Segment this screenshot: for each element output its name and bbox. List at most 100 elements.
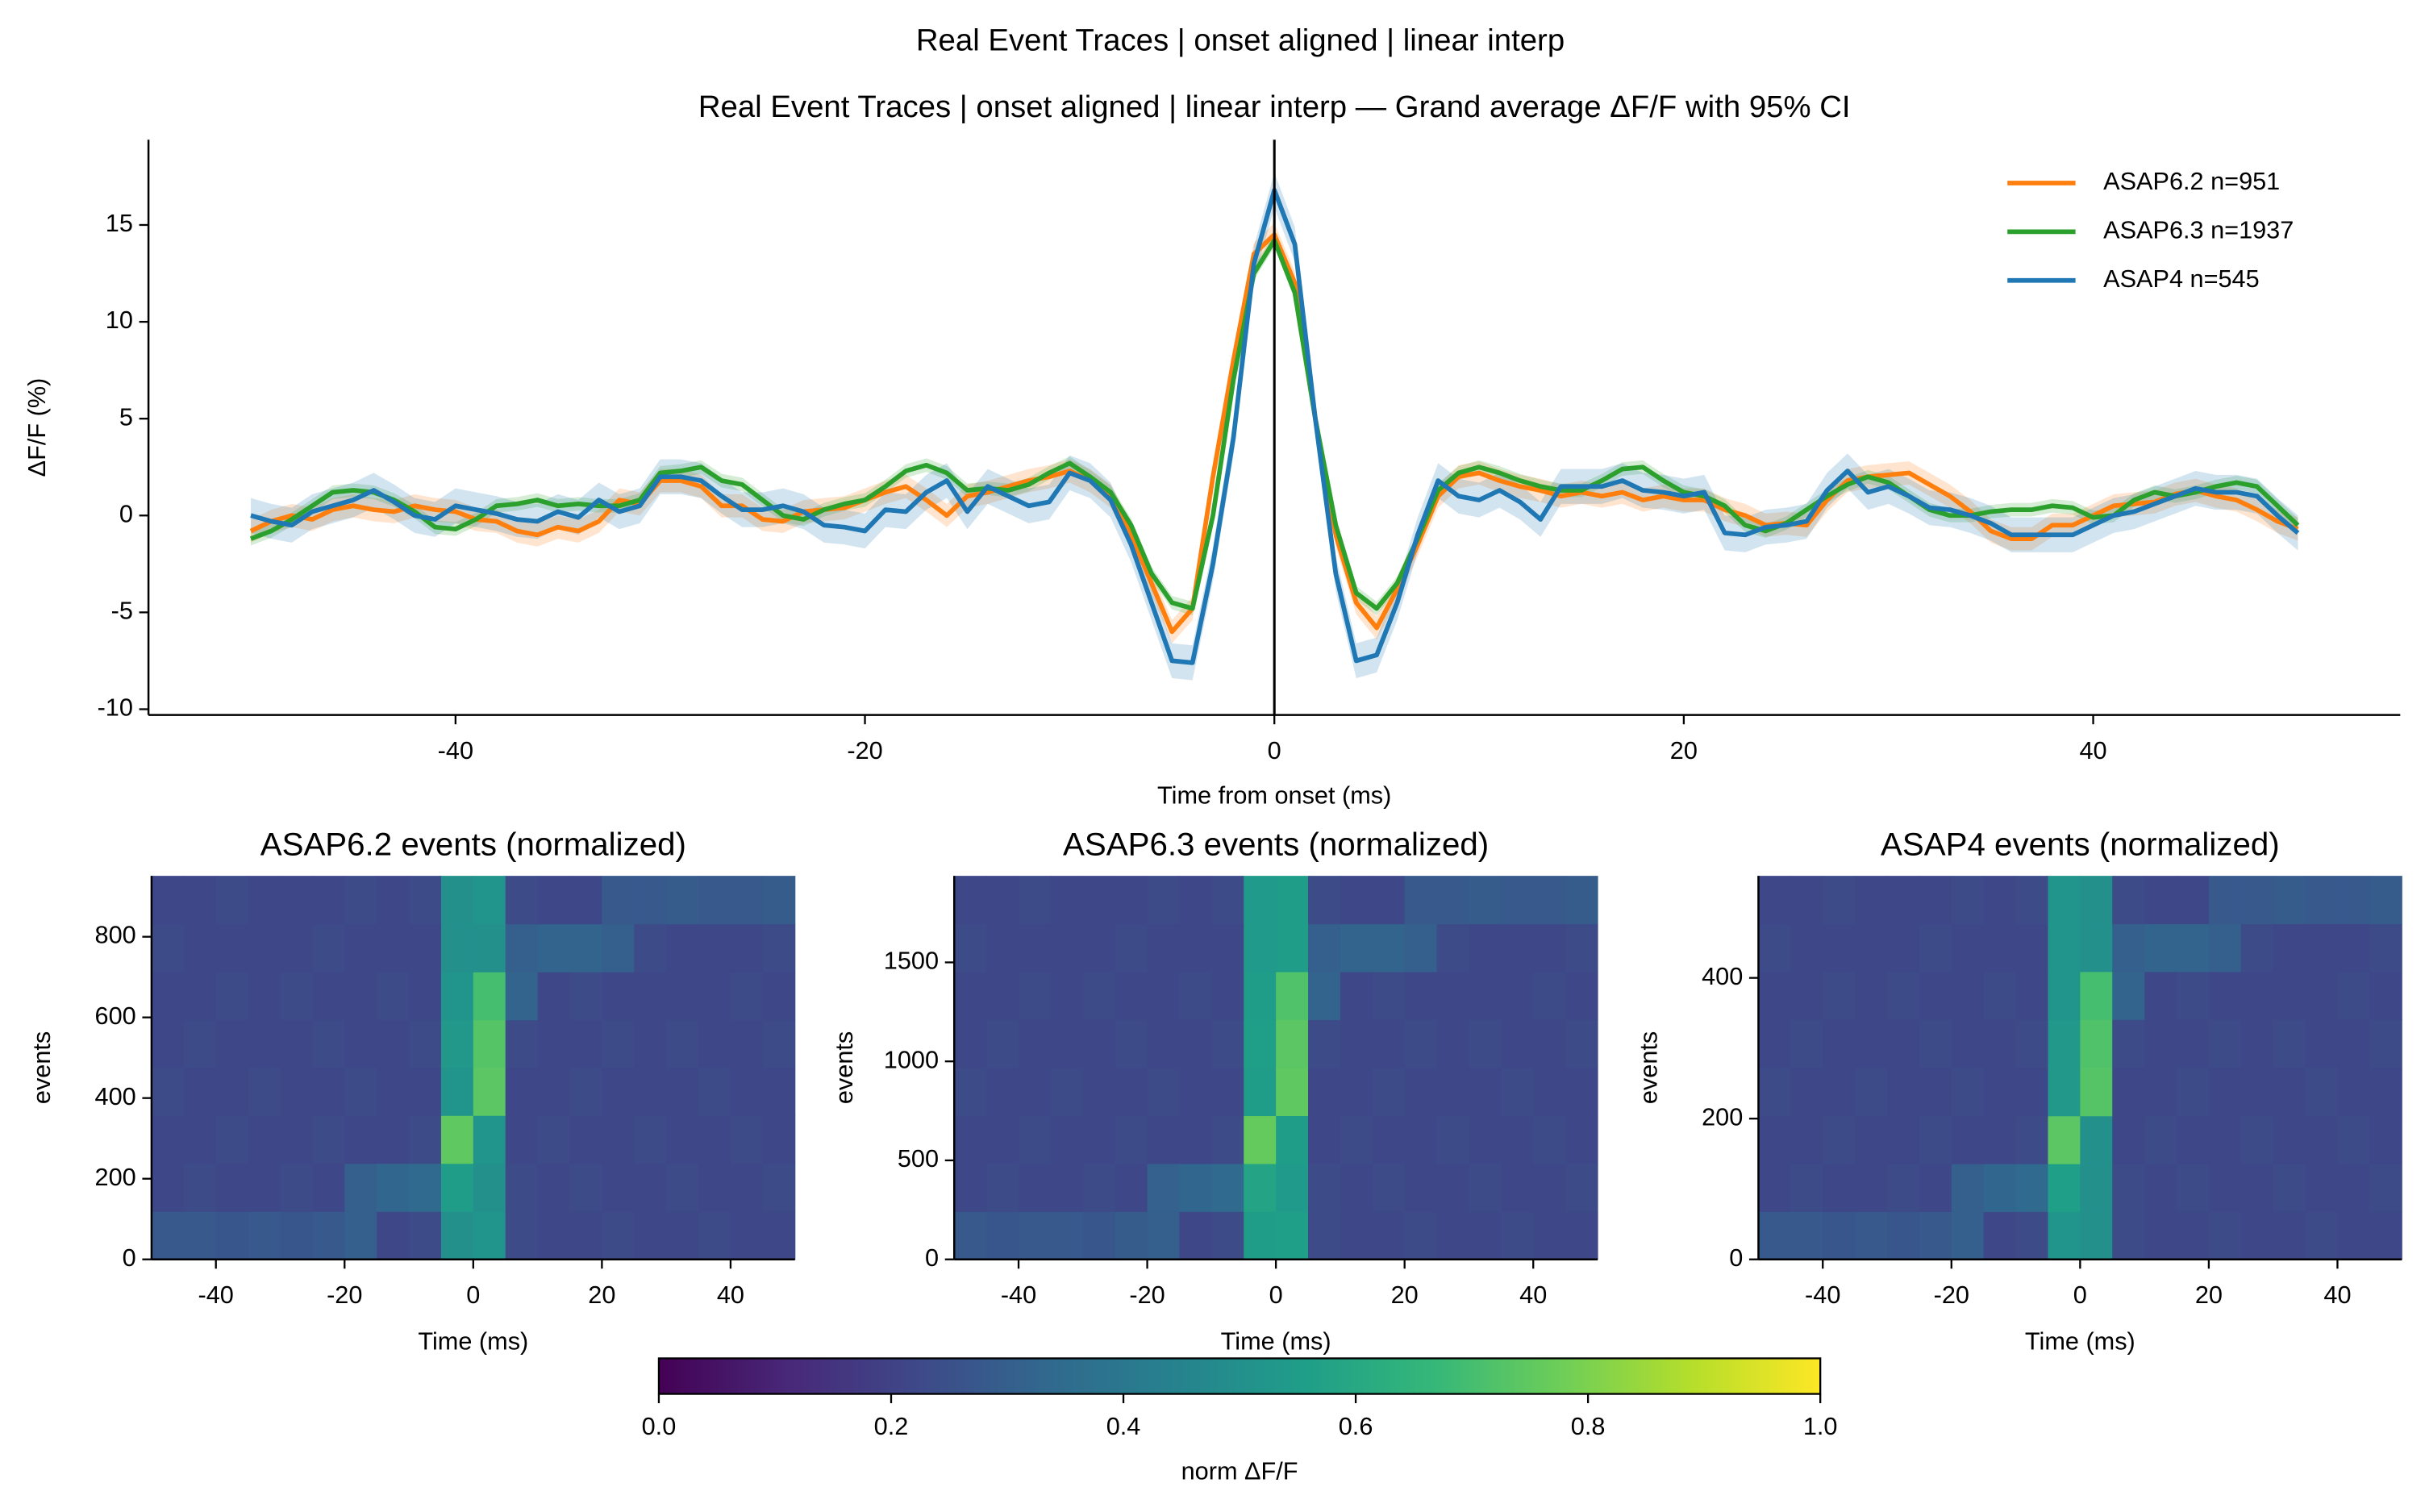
heatmap-cell bbox=[2369, 1115, 2402, 1164]
heatmap-cell bbox=[634, 1019, 667, 1068]
heatmap-cell bbox=[1823, 1019, 1856, 1068]
heatmap-cell bbox=[569, 1163, 602, 1212]
heatmap-cell bbox=[762, 1211, 796, 1260]
heatmap-cell bbox=[344, 876, 377, 925]
heatmap-cell bbox=[1179, 1068, 1212, 1117]
heatmap-cell bbox=[2177, 1019, 2210, 1068]
heatmap-cell bbox=[2369, 876, 2402, 925]
heatmap-cell bbox=[1887, 971, 1920, 1020]
heatmap-cell bbox=[1308, 923, 1341, 973]
heatmap-cell bbox=[1469, 1211, 1502, 1260]
heatmap-cell bbox=[1372, 1115, 1406, 1164]
heatmap-cell bbox=[1919, 1067, 1952, 1117]
heatmap-cell bbox=[1050, 971, 1084, 1020]
heatmap-cell bbox=[1823, 876, 1856, 925]
heatmap-cell bbox=[666, 1211, 699, 1260]
heatmap-cell bbox=[1115, 1163, 1148, 1212]
heatmap-cell bbox=[1983, 1211, 2017, 1260]
heatmap-cell bbox=[730, 1115, 764, 1164]
heatmap-cell bbox=[1244, 1019, 1277, 1068]
heatmap-cell bbox=[1308, 1211, 1341, 1260]
heatmap-cell bbox=[312, 1211, 345, 1260]
heatmap-cell bbox=[2177, 971, 2210, 1020]
heatmap-cell bbox=[183, 1211, 217, 1260]
y-tick-label: 800 bbox=[95, 921, 136, 949]
heatmap-cell bbox=[1019, 923, 1052, 973]
heatmap-cell bbox=[1082, 923, 1116, 973]
heatmap-cell bbox=[215, 972, 249, 1021]
heatmap-cell bbox=[954, 971, 987, 1020]
heatmap-cell bbox=[698, 1067, 731, 1116]
heatmap-cell bbox=[1533, 971, 1566, 1020]
heatmap-cell bbox=[1758, 1019, 1791, 1068]
heatmap-cell bbox=[1211, 923, 1244, 973]
heatmap-cell bbox=[1501, 1163, 1534, 1212]
legend-label: ASAP6.2 n=951 bbox=[2103, 167, 2280, 195]
heatmap-cell bbox=[698, 876, 731, 925]
heatmap-cell bbox=[1565, 1211, 1598, 1260]
heatmap-cell bbox=[377, 1067, 410, 1116]
heatmap-cell bbox=[1436, 1019, 1470, 1068]
x-tick-label: 20 bbox=[588, 1281, 615, 1309]
heatmap-cell bbox=[1179, 1211, 1212, 1260]
heatmap-cell bbox=[1790, 923, 1823, 973]
ci-band bbox=[251, 233, 2298, 615]
heatmap-cell bbox=[1404, 876, 1438, 925]
heatmap-cell bbox=[2273, 923, 2306, 973]
heatmap-cell bbox=[2208, 1115, 2242, 1164]
heatmap-cell bbox=[312, 1115, 345, 1164]
heatmap-cell bbox=[634, 1067, 667, 1116]
y-tick-label: 200 bbox=[1702, 1102, 1743, 1131]
heatmap-cell bbox=[1855, 1115, 1888, 1164]
heatmap-cell bbox=[215, 1067, 249, 1116]
heatmap-cell bbox=[602, 1163, 635, 1212]
heatmap-cell bbox=[2369, 1211, 2402, 1260]
y-axis-label: events bbox=[27, 1031, 56, 1104]
heatmap-cell bbox=[1179, 1115, 1212, 1164]
heatmap-cell bbox=[2337, 971, 2370, 1020]
heatmap-cell bbox=[312, 1067, 345, 1116]
heatmap-cell bbox=[569, 923, 602, 973]
heatmap-cell bbox=[602, 876, 635, 925]
heatmap-cell bbox=[248, 1115, 281, 1164]
heatmap-cell bbox=[2048, 971, 2081, 1020]
heatmap-cell bbox=[1565, 923, 1598, 973]
heatmap-cell bbox=[1115, 1068, 1148, 1117]
heatmap-cell bbox=[1404, 971, 1438, 1020]
heatmap-cell bbox=[2144, 1019, 2177, 1068]
heatmap-cell bbox=[2144, 923, 2177, 973]
heatmap-cell bbox=[1050, 1115, 1084, 1164]
heatmap-cell bbox=[1469, 1115, 1502, 1164]
y-tick-label: 600 bbox=[95, 1002, 136, 1030]
heatmap-cell bbox=[1308, 1115, 1341, 1164]
heatmap-cell bbox=[312, 1019, 345, 1068]
heatmap-cell bbox=[409, 1019, 442, 1068]
heatmap-cell bbox=[1436, 1163, 1470, 1212]
heatmap-cell bbox=[2177, 876, 2210, 925]
heatmap-cell bbox=[2015, 1019, 2049, 1068]
colorbar bbox=[657, 1357, 1822, 1395]
heatmap-cell bbox=[2208, 923, 2242, 973]
heatmap-cell bbox=[666, 972, 699, 1021]
x-tick-label: -40 bbox=[1001, 1281, 1036, 1309]
heatmap-cell bbox=[151, 923, 185, 973]
heatmap-cell bbox=[698, 1019, 731, 1068]
x-tick-label: -40 bbox=[438, 736, 473, 764]
heatmap-cell bbox=[377, 876, 410, 925]
heatmap-cell bbox=[1082, 1163, 1116, 1212]
heatmap-cell bbox=[1115, 923, 1148, 973]
heatmap-cell bbox=[2177, 1211, 2210, 1260]
heatmap-cell bbox=[2273, 876, 2306, 925]
heatmap-cell bbox=[1983, 1164, 2017, 1212]
heatmap-cell bbox=[151, 876, 185, 925]
heatmap-cell bbox=[1887, 1019, 1920, 1068]
heatmap-cell bbox=[377, 1163, 410, 1212]
heatmap-cell bbox=[2048, 923, 2081, 973]
heatmap-cell bbox=[1533, 923, 1566, 973]
heatmap-cell bbox=[1276, 1115, 1309, 1164]
heatmap-cell bbox=[1179, 971, 1212, 1020]
heatmap-cell bbox=[1919, 971, 1952, 1020]
heatmap-cell bbox=[1082, 876, 1116, 925]
